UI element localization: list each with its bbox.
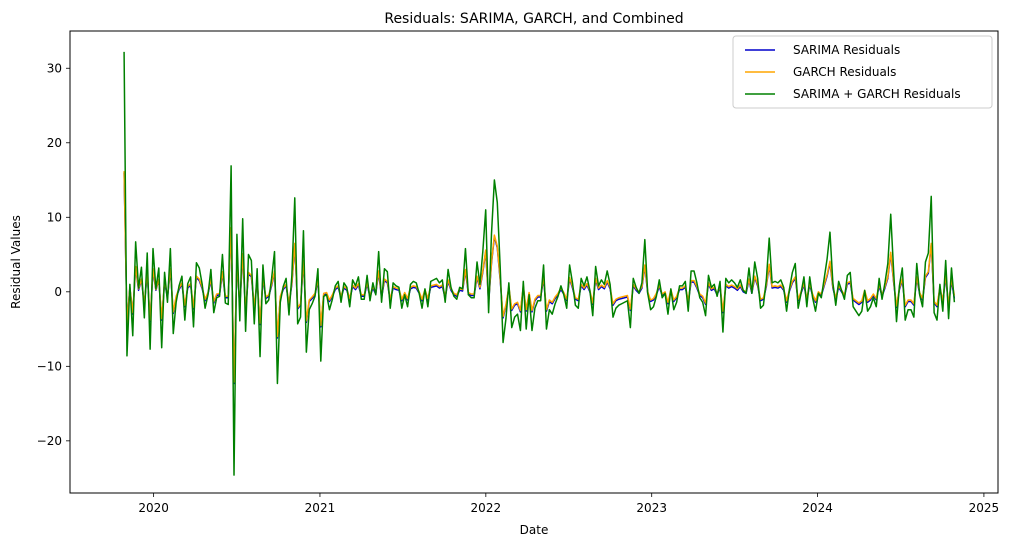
chart-title: Residuals: SARIMA, GARCH, and Combined [384,11,683,27]
legend: SARIMA Residuals GARCH Residuals SARIMA … [732,35,993,109]
x-tick-label: 2022 [471,501,502,515]
x-tick-label: 2025 [969,501,1000,515]
x-tick-label: 2021 [305,501,336,515]
y-tick-label: 10 [47,210,62,224]
y-tick-label: 30 [47,61,62,75]
x-tick-label: 2020 [138,501,169,515]
y-axis: −20 −10 0 10 20 30 [37,61,70,448]
series-line-combined [123,51,956,476]
plot-frame [69,30,999,494]
y-tick-label: −20 [37,434,62,448]
y-tick-label: 0 [54,285,62,299]
legend-label-sarima: SARIMA Residuals [793,43,900,57]
x-tick-label: 2023 [636,501,667,515]
x-axis-title: Date [520,523,549,537]
y-axis-title: Residual Values [9,215,23,309]
x-tick-label: 2024 [802,501,833,515]
legend-label-garch: GARCH Residuals [793,65,896,79]
y-tick-label: −10 [37,359,62,373]
series-group [123,51,956,476]
legend-label-combined: SARIMA + GARCH Residuals [793,87,961,101]
legend-box [732,35,993,109]
x-axis: 2020 2021 2022 2023 2024 2025 [138,493,999,515]
y-tick-label: 20 [47,136,62,150]
